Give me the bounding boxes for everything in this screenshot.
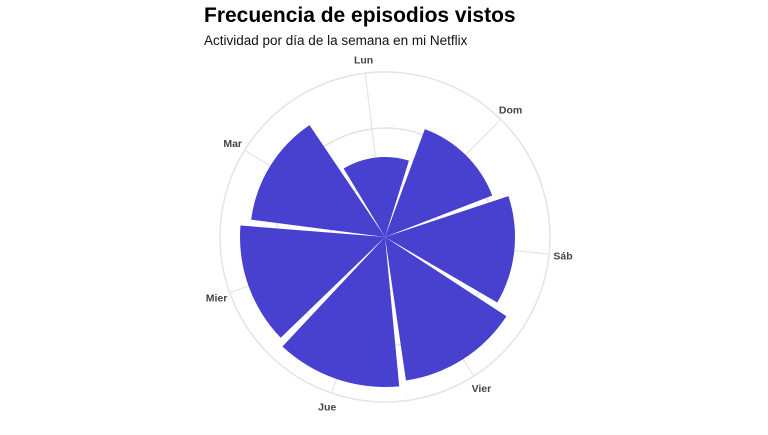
bar-Mier (240, 225, 385, 338)
chart-title: Frecuencia de episodios vistos (204, 4, 516, 27)
bar-Jue (282, 237, 400, 387)
tick-label-Sáb: Sáb (553, 251, 572, 263)
bar-layer (240, 125, 516, 387)
tick-label-Mier: Mier (206, 292, 228, 304)
tick-label-Jue: Jue (318, 401, 336, 413)
tick-label-Dom: Dom (499, 104, 522, 116)
chart-subtitle: Actividad por día de la semana en mi Net… (204, 33, 468, 48)
grid-ring-3 (219, 71, 551, 403)
tick-label-Lun: Lun (354, 54, 373, 66)
bar-Sáb (385, 196, 516, 303)
bar-Mar (251, 125, 385, 237)
bar-Dom (385, 129, 493, 237)
bar-Lun (343, 156, 409, 237)
bar-Vier (385, 237, 507, 381)
tick-label-Vier: Vier (472, 383, 492, 395)
label-layer: Dom Sáb Vier Jue Mier Mar Lun (206, 54, 573, 413)
tick-label-Mar: Mar (223, 138, 242, 150)
